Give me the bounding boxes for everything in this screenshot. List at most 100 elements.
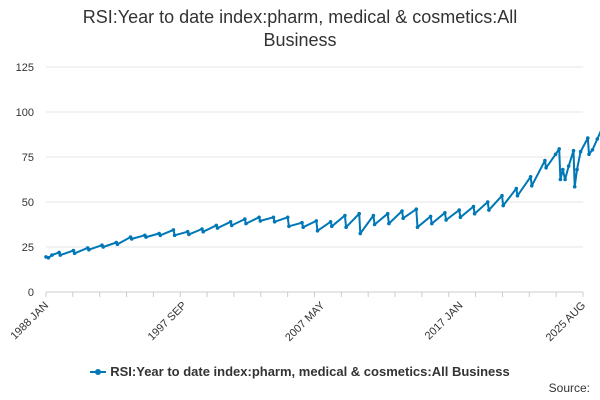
x-tick-label: 2017 JAN xyxy=(423,300,466,343)
data-point[interactable] xyxy=(200,227,204,231)
data-point[interactable] xyxy=(400,209,404,213)
data-point[interactable] xyxy=(544,166,548,170)
data-point[interactable] xyxy=(528,175,533,179)
data-point[interactable] xyxy=(343,213,347,218)
y-tick-label: 125 xyxy=(16,62,34,74)
data-point[interactable] xyxy=(57,250,61,255)
data-point[interactable] xyxy=(228,220,233,224)
x-tick-label: 2025 AUG xyxy=(544,300,588,344)
legend[interactable]: RSI:Year to date index:pharm, medical & … xyxy=(0,364,600,380)
data-point[interactable] xyxy=(358,231,363,236)
data-point[interactable] xyxy=(87,247,91,252)
data-point[interactable] xyxy=(314,219,319,223)
data-point[interactable] xyxy=(385,211,390,216)
x-tick-label: 1997 SEP xyxy=(146,300,190,344)
data-point[interactable] xyxy=(315,229,320,233)
data-point[interactable] xyxy=(444,218,448,222)
data-point[interactable] xyxy=(471,204,476,209)
data-point[interactable] xyxy=(472,211,477,216)
data-point[interactable] xyxy=(443,211,447,215)
data-point[interactable] xyxy=(115,242,120,247)
data-point[interactable] xyxy=(566,164,571,168)
data-point[interactable] xyxy=(158,233,163,238)
data-point[interactable] xyxy=(129,237,134,241)
data-point[interactable] xyxy=(571,148,576,153)
data-point[interactable] xyxy=(428,214,433,219)
data-point[interactable] xyxy=(587,152,591,157)
data-point[interactable] xyxy=(485,200,490,204)
legend-item[interactable]: RSI:Year to date index:pharm, medical & … xyxy=(90,364,510,379)
data-point[interactable] xyxy=(257,215,261,220)
data-point[interactable] xyxy=(172,233,177,238)
chart-title-line-1: RSI:Year to date index:pharm, medical & … xyxy=(82,7,518,27)
data-point[interactable] xyxy=(572,184,577,189)
data-point[interactable] xyxy=(357,211,362,216)
grid-lines xyxy=(46,66,583,248)
data-point[interactable] xyxy=(285,215,290,220)
data-point[interactable] xyxy=(563,177,567,182)
series-line[interactable] xyxy=(45,100,600,259)
y-tick-label: 50 xyxy=(22,197,34,209)
data-point[interactable] xyxy=(71,248,76,253)
data-point[interactable] xyxy=(187,232,191,237)
data-point[interactable] xyxy=(557,147,561,151)
data-point[interactable] xyxy=(171,228,176,232)
data-point[interactable] xyxy=(46,255,51,260)
data-point[interactable] xyxy=(553,152,558,157)
data-point[interactable] xyxy=(215,226,220,230)
chart-title: RSI:Year to date index:pharm, medical & … xyxy=(0,6,600,52)
data-point[interactable] xyxy=(243,217,247,221)
data-point[interactable] xyxy=(244,221,248,226)
data-point[interactable] xyxy=(414,207,419,211)
data-point[interactable] xyxy=(201,229,205,234)
y-tick-label: 100 xyxy=(16,107,34,119)
data-point[interactable] xyxy=(272,220,277,224)
data-point[interactable] xyxy=(330,224,334,229)
data-point[interactable] xyxy=(387,221,391,226)
data-point[interactable] xyxy=(457,208,462,212)
data-point[interactable] xyxy=(185,229,190,234)
data-point[interactable] xyxy=(229,223,234,228)
data-point[interactable] xyxy=(515,193,520,198)
data-point[interactable] xyxy=(50,253,54,257)
data-point[interactable] xyxy=(258,219,263,223)
series-layer[interactable] xyxy=(44,99,600,260)
data-point[interactable] xyxy=(430,221,434,226)
data-point[interactable] xyxy=(401,216,406,220)
data-point[interactable] xyxy=(344,225,348,229)
data-point[interactable] xyxy=(543,158,547,163)
data-point[interactable] xyxy=(415,225,420,229)
data-point[interactable] xyxy=(514,186,519,191)
data-point[interactable] xyxy=(271,215,276,220)
data-point[interactable] xyxy=(487,208,491,212)
data-point[interactable] xyxy=(501,203,506,208)
data-point[interactable] xyxy=(578,149,583,154)
data-point[interactable] xyxy=(300,220,304,225)
data-point[interactable] xyxy=(144,235,148,239)
axes: 0 25 50 75 100 125 1988 JAN 1997 SEP 2007 MAY 201… xyxy=(8,62,588,344)
data-point[interactable] xyxy=(595,137,600,141)
data-point[interactable] xyxy=(58,253,63,257)
chart-title-line-2: Business xyxy=(263,30,337,50)
data-point[interactable] xyxy=(575,167,579,172)
data-point[interactable] xyxy=(500,193,504,198)
data-point[interactable] xyxy=(328,220,333,224)
data-point[interactable] xyxy=(586,136,590,140)
data-point[interactable] xyxy=(72,251,77,256)
source-label: Source: xyxy=(548,381,590,395)
x-tick-label: 2007 MAY xyxy=(283,299,328,344)
data-point[interactable] xyxy=(301,225,306,229)
data-point[interactable] xyxy=(558,177,563,182)
data-point[interactable] xyxy=(372,222,377,227)
legend-line-marker-icon xyxy=(90,367,107,377)
data-point[interactable] xyxy=(458,215,463,220)
data-point[interactable] xyxy=(530,184,534,188)
data-point[interactable] xyxy=(101,245,105,249)
data-point[interactable] xyxy=(214,223,219,228)
data-point[interactable] xyxy=(371,213,376,218)
data-point[interactable] xyxy=(590,148,595,152)
data-point[interactable] xyxy=(561,167,565,172)
data-point[interactable] xyxy=(287,224,291,229)
y-tick-label: 25 xyxy=(22,242,34,254)
